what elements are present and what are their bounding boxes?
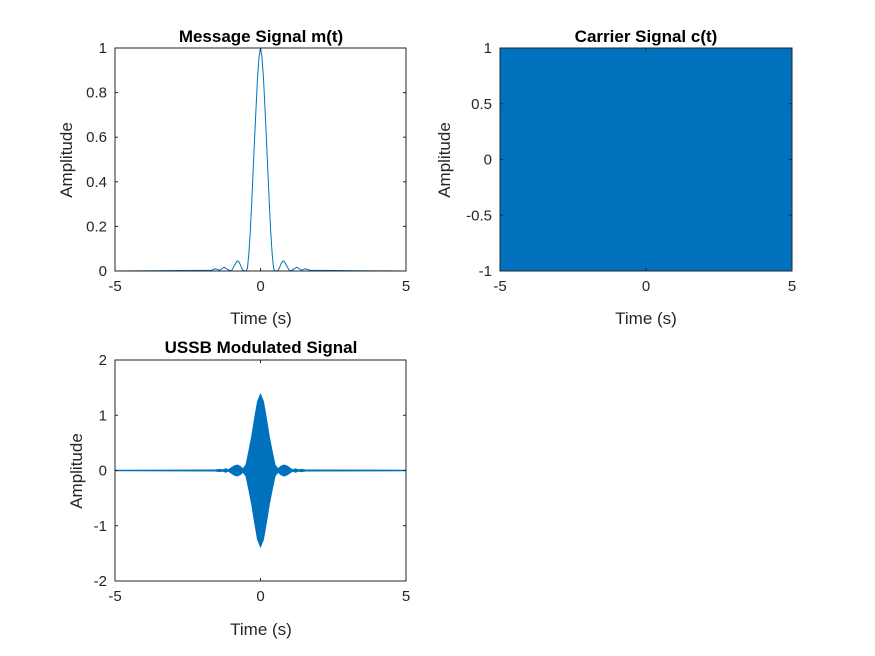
ussb-signal-xtick-label: 5: [402, 588, 410, 605]
message-signal-series-line: [114, 47, 407, 272]
ussb-signal-ylabel: Amplitude: [67, 433, 86, 509]
message-signal-ytick-label: 0.6: [86, 129, 107, 146]
message-signal-ytick-label: 0.4: [86, 174, 107, 191]
carrier-signal-ytick-label: 0: [484, 152, 492, 169]
carrier-signal-ylabel: Amplitude: [435, 122, 454, 198]
carrier-signal-title: Carrier Signal c(t): [575, 27, 718, 46]
ussb-signal-ytick-label: 0: [99, 463, 107, 480]
ussb-signal-series-envelope: [114, 392, 407, 549]
message-signal-axes-frame: [114, 47, 407, 272]
carrier-signal-series-envelope: [499, 47, 793, 272]
carrier-signal-ytick-label: -0.5: [466, 207, 492, 224]
carrier-signal-xlabel: Time (s): [615, 309, 677, 328]
carrier-signal-ytick-label: 1: [484, 40, 492, 57]
carrier-signal-xtick-label: -5: [493, 278, 506, 295]
ussb-signal-axes: USSB Modulated Signal Time (s) Amplitude…: [67, 338, 410, 639]
ussb-signal-xlabel: Time (s): [230, 620, 292, 639]
ussb-signal-ytick-label: 2: [99, 352, 107, 369]
message-signal-axes: Message Signal m(t) Time (s) Amplitude -…: [57, 27, 410, 328]
message-signal-xlabel: Time (s): [230, 309, 292, 328]
carrier-signal-ytick-label: -1: [479, 263, 492, 280]
ussb-signal-xtick-label: -5: [108, 588, 121, 605]
ussb-signal-ytick-label: -2: [94, 573, 107, 590]
message-signal-ytick-label: 1: [99, 40, 107, 57]
ussb-signal-title: USSB Modulated Signal: [165, 338, 358, 357]
message-signal-xtick-label: 5: [402, 278, 410, 295]
message-signal-title: Message Signal m(t): [179, 27, 343, 46]
message-signal-xtick-label: -5: [108, 278, 121, 295]
message-signal-ylabel: Amplitude: [57, 122, 76, 198]
message-signal-ytick-label: 0.2: [86, 218, 107, 235]
carrier-signal-xtick-label: 5: [788, 278, 796, 295]
ussb-signal-ytick-label: -1: [94, 518, 107, 535]
carrier-signal-ytick-label: 0.5: [471, 96, 492, 113]
message-signal-ytick-label: 0.8: [86, 85, 107, 102]
carrier-signal-xtick-label: 0: [642, 278, 650, 295]
message-signal-ytick-label: 0: [99, 263, 107, 280]
ussb-signal-ytick-label: 1: [99, 407, 107, 424]
ussb-signal-xtick-label: 0: [256, 588, 264, 605]
carrier-signal-axes: Carrier Signal c(t) Time (s) Amplitude -…: [435, 27, 796, 328]
message-signal-xtick-label: 0: [256, 278, 264, 295]
